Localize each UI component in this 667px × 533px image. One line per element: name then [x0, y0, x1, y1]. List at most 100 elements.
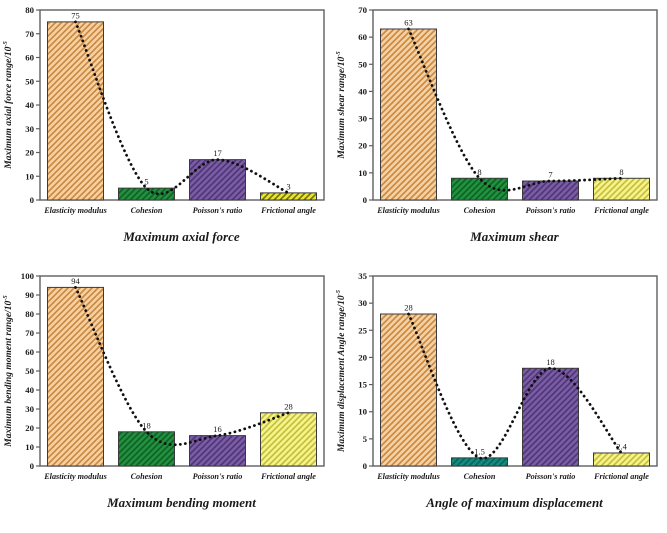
bar-elasticity-modulus — [380, 28, 437, 201]
category-label: Elasticity modulus — [376, 206, 440, 215]
y-axis-tick-label: 30 — [358, 298, 367, 308]
maximum-axial-force-plot: 0 10 20 30 40 50 60 70 80 Maximum axial force ran… — [2, 5, 325, 215]
y-axis-tick-label: 20 — [25, 423, 34, 433]
bar-value-label: 28 — [284, 401, 293, 411]
y-axis-tick-label: 5 — [363, 434, 368, 444]
bar-value-label: 18 — [546, 357, 555, 367]
y-axis-tick-label: 0 — [30, 195, 35, 205]
y-axis-tick-label: 80 — [25, 309, 34, 319]
bar-value-label: 75 — [71, 10, 80, 20]
bar-elasticity-modulus — [47, 286, 104, 467]
y-axis-tick-label: 40 — [358, 86, 367, 96]
y-axis-tick-label: 60 — [358, 32, 367, 42]
category-label: Elasticity modulus — [43, 206, 107, 215]
chart-maximum-bending-moment: 0 10 20 30 40 50 60 70 80 90 100 Maximum bending mo… — [0, 266, 333, 533]
bar-value-label: 94 — [71, 276, 80, 286]
y-axis-tick-label: 100 — [21, 271, 35, 281]
angle-of-maximum-displacement-plot: 0 5 10 15 20 25 30 35 Maximum displacement Angle… — [335, 271, 658, 481]
bar-poisson-s-ratio — [522, 367, 579, 467]
y-axis-tick-label: 10 — [25, 442, 34, 452]
chart-title-axial-force: Maximum axial force — [123, 229, 240, 244]
bar-cohesion — [451, 457, 508, 467]
y-axis-tick-label: 10 — [358, 168, 367, 178]
chart-title-shear: Maximum shear — [470, 229, 559, 244]
y-axis-tick-label: 30 — [25, 404, 34, 414]
category-label: Cohesion — [131, 472, 163, 481]
y-axis-tick-label: 60 — [25, 53, 34, 63]
y-axis-tick-label: 70 — [25, 328, 34, 338]
chart-title-displacement-angle: Angle of maximum displacement — [426, 495, 603, 510]
bar-value-label: 2.4 — [616, 441, 627, 451]
chart-maximum-axial-force: 0 10 20 30 40 50 60 70 80 Maximum axial force ran… — [0, 0, 333, 266]
category-label: Frictional angle — [260, 206, 316, 215]
chart-angle-of-maximum-displacement: 0 5 10 15 20 25 30 35 Maximum displacement Angle… — [333, 266, 667, 533]
y-axis-tick-label: 15 — [358, 380, 367, 390]
y-axis-tick-label: 0 — [363, 461, 368, 471]
y-axis-tick-label: 50 — [358, 59, 367, 69]
y-axis-label: Maximum axial force range/10-5 — [2, 40, 14, 169]
y-axis-tick-label: 80 — [25, 5, 34, 15]
chart-title-bending-moment: Maximum bending moment — [107, 495, 256, 510]
y-axis-tick-label: 30 — [358, 114, 367, 124]
bar-poisson-s-ratio — [189, 435, 246, 467]
bar-value-label: 16 — [213, 424, 222, 434]
bar-cohesion — [118, 187, 175, 201]
bar-value-label: 63 — [404, 18, 413, 28]
y-axis-tick-label: 50 — [25, 366, 34, 376]
y-axis-tick-label: 20 — [358, 352, 367, 362]
bar-poisson-s-ratio — [522, 180, 579, 201]
bar-value-label: 7 — [548, 170, 552, 180]
trend-line — [74, 286, 290, 447]
bar-frictional-angle — [593, 177, 650, 201]
category-label: Cohesion — [464, 472, 496, 481]
bar-value-label: 8 — [477, 167, 481, 177]
y-axis-tick-label: 60 — [25, 347, 34, 357]
bar-value-label: 1.5 — [474, 446, 485, 456]
y-axis-tick-label: 25 — [358, 325, 367, 335]
y-axis-tick-label: 10 — [358, 407, 367, 417]
category-label: Frictional angle — [593, 472, 649, 481]
y-axis-label: Maximum shear range/10-5 — [335, 51, 347, 160]
bar-frictional-angle — [260, 412, 317, 467]
category-label: Poisson's ratio — [526, 472, 576, 481]
y-axis-label: Maximum displacement Angle range/10-5 — [335, 289, 347, 453]
y-axis-tick-label: 90 — [25, 290, 34, 300]
category-label: Poisson's ratio — [526, 206, 576, 215]
bar-value-label: 8 — [619, 167, 623, 177]
y-axis-tick-label: 30 — [25, 124, 34, 134]
category-label: Poisson's ratio — [193, 206, 243, 215]
y-axis-tick-label: 0 — [30, 461, 35, 471]
y-axis-tick-label: 10 — [25, 171, 34, 181]
bar-cohesion — [118, 431, 175, 467]
bar-elasticity-modulus — [380, 313, 437, 467]
bar-value-label: 28 — [404, 303, 413, 313]
y-axis-label: Maximum bending moment range/10-5 — [2, 295, 14, 448]
trend-line — [407, 312, 623, 460]
bar-value-label: 18 — [142, 420, 151, 430]
category-label: Frictional angle — [260, 472, 316, 481]
category-label: Poisson's ratio — [193, 472, 243, 481]
bar-value-label: 3 — [286, 181, 290, 191]
y-axis-tick-label: 70 — [25, 29, 34, 39]
bar-frictional-angle — [260, 192, 317, 201]
y-axis-tick-label: 40 — [25, 100, 34, 110]
y-axis-tick-label: 0 — [363, 195, 368, 205]
bar-frictional-angle — [593, 452, 650, 467]
trend-line — [74, 20, 290, 196]
y-axis-tick-label: 20 — [25, 148, 34, 158]
y-axis-tick-label: 20 — [358, 141, 367, 151]
bar-cohesion — [451, 177, 508, 201]
bar-elasticity-modulus — [47, 21, 104, 201]
y-axis-tick-label: 50 — [25, 76, 34, 86]
chart-maximum-shear: 0 10 20 30 40 50 60 70 Maximum shear range/10-5 6… — [333, 0, 667, 266]
category-label: Cohesion — [131, 206, 163, 215]
bar-value-label: 17 — [213, 148, 222, 158]
bar-value-label: 5 — [144, 177, 148, 187]
y-axis-tick-label: 40 — [25, 385, 34, 395]
y-axis-tick-label: 35 — [358, 271, 367, 281]
category-label: Frictional angle — [593, 206, 649, 215]
category-label: Cohesion — [464, 206, 496, 215]
maximum-shear-plot: 0 10 20 30 40 50 60 70 Maximum shear range/10-5 6… — [335, 5, 658, 215]
category-label: Elasticity modulus — [376, 472, 440, 481]
